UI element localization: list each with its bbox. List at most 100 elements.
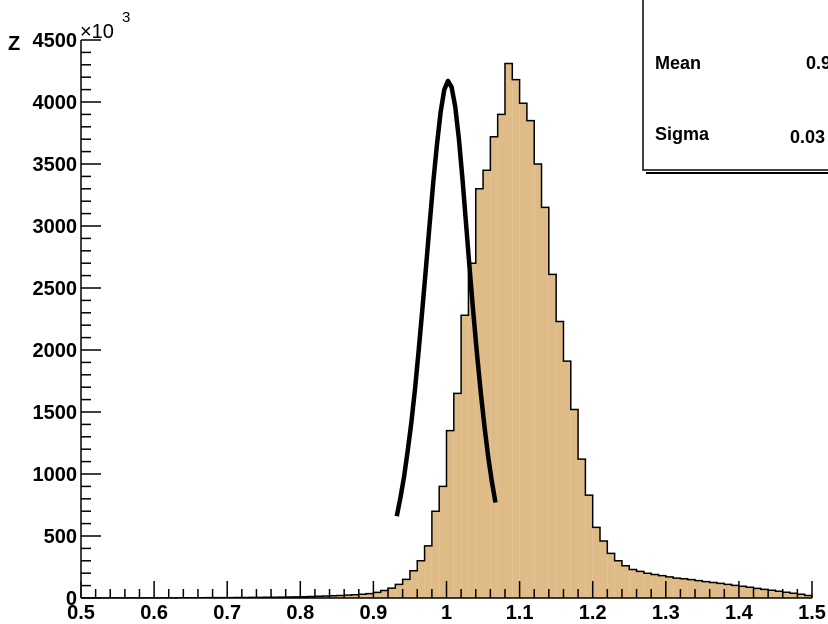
histogram-bin	[453, 393, 462, 598]
histogram-bin	[629, 569, 637, 598]
histogram-bin	[760, 589, 769, 598]
histogram-bin	[592, 527, 601, 598]
histogram-bin	[439, 486, 447, 598]
y-multiplier-base: ×10	[80, 21, 114, 43]
histogram-bin	[709, 582, 717, 598]
histogram-bin	[526, 120, 535, 598]
stats-box: Mean 0.9 Sigma 0.03	[642, 0, 828, 174]
histogram-bin	[446, 430, 454, 598]
histogram-bin	[409, 570, 418, 598]
y-tick-label: 2500	[33, 278, 78, 300]
y-tick-label: 3000	[33, 216, 78, 238]
histogram-bin	[519, 103, 527, 599]
histogram-bin	[461, 315, 469, 598]
y-ticks: 0 500 1000 1500 2000 2500 3000 3500 4000 4500	[33, 30, 101, 610]
histogram-bin	[468, 263, 476, 598]
histogram-bin	[797, 594, 805, 598]
x-tick-label: 1.3	[652, 602, 680, 624]
histogram-bin	[534, 164, 542, 598]
histogram-bin	[651, 574, 659, 598]
histogram-bin	[702, 581, 710, 598]
histogram-bin	[695, 580, 703, 598]
histogram-bin	[687, 579, 696, 598]
histogram-bin	[490, 136, 498, 598]
histogram-bin	[322, 596, 330, 598]
x-tick-label: 1.2	[579, 602, 607, 624]
y-multiplier-exponent: 3	[122, 9, 130, 26]
x-tick-label: 1.5	[798, 602, 826, 624]
histogram-bin	[395, 584, 403, 598]
histogram-bin	[388, 588, 396, 598]
y-tick-label: 1000	[33, 464, 78, 486]
histogram-bin	[643, 573, 652, 598]
histogram-bin	[402, 579, 410, 598]
x-ticks: 0.5 0.6 0.7 0.8 0.9 1 1.1 1.2 1.3 1.4 1.5	[67, 581, 826, 624]
histogram-bin	[724, 584, 732, 598]
histogram-bin	[658, 575, 666, 598]
histogram-bin	[753, 588, 761, 598]
histogram-bin	[373, 592, 381, 598]
y-tick-label: 0	[66, 588, 77, 610]
y-axis-top-label: Z	[8, 33, 20, 55]
histogram-bin	[746, 587, 754, 598]
histogram-bin	[483, 170, 491, 598]
histogram-bin	[541, 207, 549, 598]
histogram-bin	[768, 590, 776, 598]
stats-sigma-label: Sigma	[655, 124, 710, 144]
y-tick-label: 4000	[33, 92, 78, 114]
stats-box-frame	[642, 0, 828, 171]
histogram-bin	[344, 595, 352, 598]
stats-mean-label: Mean	[655, 53, 701, 73]
stats-mean-value: 0.9	[806, 53, 828, 73]
y-tick-label: 1500	[33, 402, 78, 424]
histogram-bin	[417, 560, 425, 598]
fit-curve	[394, 78, 498, 517]
histogram-bin	[512, 79, 520, 599]
histogram-bin	[585, 495, 593, 598]
histogram-bin	[380, 590, 389, 598]
histogram-bin	[782, 592, 791, 598]
x-tick-label: 1.1	[506, 602, 534, 624]
y-tick-label: 4500	[33, 30, 78, 52]
histogram-bin	[329, 595, 337, 598]
y-tick-label: 2000	[33, 340, 78, 362]
x-tick-label: 1	[441, 602, 452, 624]
histogram-bin	[548, 274, 557, 598]
x-tick-label: 0.9	[359, 602, 387, 624]
histogram-bin	[716, 583, 725, 598]
histogram-bin	[570, 409, 579, 598]
stats-sigma-value: 0.03	[790, 127, 825, 147]
histogram-bin	[563, 361, 571, 598]
histogram-bin	[314, 596, 323, 598]
histogram-bin	[556, 321, 564, 598]
histogram-bin	[497, 114, 505, 599]
histogram-bin	[424, 545, 432, 598]
x-tick-label: 0.6	[140, 602, 168, 624]
histogram-bin	[790, 593, 798, 598]
x-tick-label: 0.5	[67, 602, 95, 624]
x-tick-label: 0.8	[286, 602, 314, 624]
histogram-bin	[621, 565, 630, 598]
histogram-bin	[366, 593, 374, 598]
histogram-bin	[351, 594, 359, 598]
histogram-bin	[614, 560, 622, 598]
histogram-bin	[607, 553, 615, 598]
histogram-bin	[775, 591, 783, 598]
histogram-bin	[665, 576, 674, 598]
histogram-bin	[336, 595, 345, 598]
histogram-bin	[738, 586, 747, 598]
histogram-bin	[680, 578, 688, 598]
histogram-bin	[431, 511, 440, 598]
histogram-bin	[358, 594, 367, 598]
histogram-bin	[804, 595, 812, 598]
histogram-bin	[504, 63, 513, 599]
histogram-bin	[731, 585, 739, 598]
histogram-bin	[636, 571, 644, 598]
histogram-bin	[578, 459, 586, 598]
y-tick-label: 3500	[33, 154, 78, 176]
histogram-bin	[600, 540, 608, 598]
histogram-bin	[673, 578, 681, 598]
x-tick-label: 0.7	[213, 602, 241, 624]
y-tick-label: 500	[44, 526, 77, 548]
